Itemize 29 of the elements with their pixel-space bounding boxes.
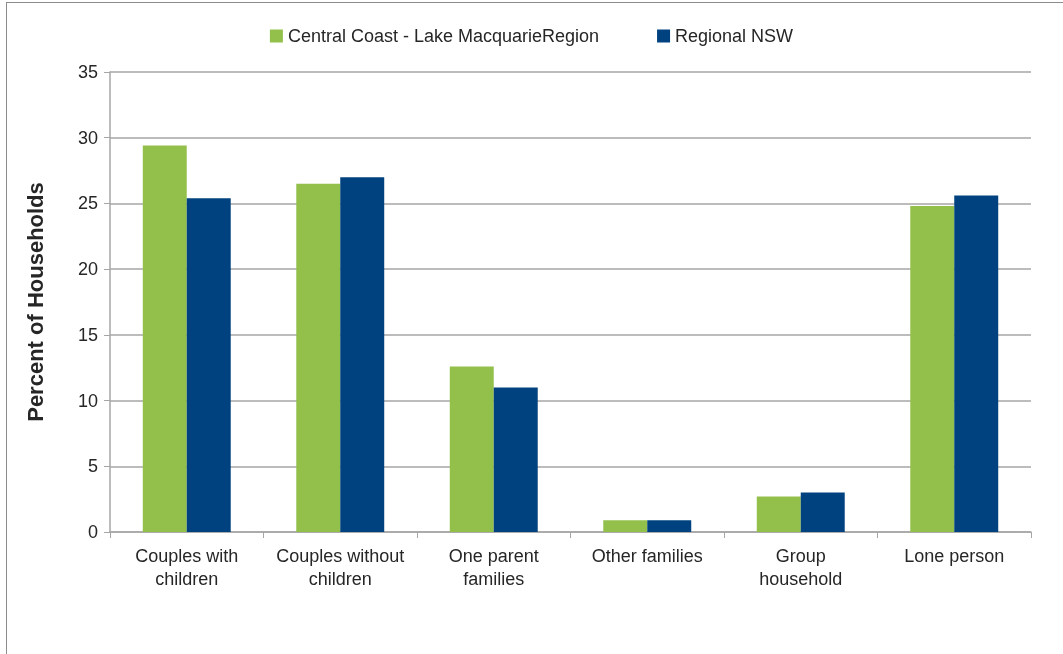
y-tick-label: 25 bbox=[77, 193, 98, 214]
bar bbox=[756, 496, 801, 532]
legend-label: Central Coast - Lake MacquarieRegion bbox=[287, 26, 600, 46]
x-tick-label: Couples without children bbox=[276, 545, 405, 589]
bar bbox=[954, 195, 999, 532]
bar bbox=[493, 387, 538, 532]
bar bbox=[910, 206, 955, 532]
bar bbox=[647, 520, 692, 532]
bar bbox=[296, 183, 341, 532]
y-axis-title: Percent of Households bbox=[22, 182, 48, 422]
x-tick-label: Other families bbox=[591, 545, 703, 566]
x-tick-label: One parent families bbox=[448, 545, 539, 589]
y-tick-label: 35 bbox=[77, 62, 98, 82]
x-tick-label: Group household bbox=[759, 545, 843, 589]
y-tick-label: 15 bbox=[77, 324, 98, 345]
bar bbox=[340, 177, 385, 532]
x-tick-label: Lone person bbox=[904, 545, 1005, 566]
bar bbox=[603, 520, 648, 532]
x-tick-label: Couples with children bbox=[135, 545, 239, 589]
legend-label: Regional NSW bbox=[675, 26, 794, 46]
y-tick-label: 5 bbox=[87, 456, 98, 477]
y-tick-label: 30 bbox=[77, 127, 98, 148]
bar bbox=[449, 366, 494, 532]
bar bbox=[142, 145, 187, 532]
y-tick-label: 10 bbox=[77, 390, 98, 411]
y-tick-label: 20 bbox=[77, 259, 98, 280]
bar bbox=[186, 198, 231, 532]
y-tick-label: 0 bbox=[87, 522, 98, 542]
bar bbox=[800, 492, 845, 532]
